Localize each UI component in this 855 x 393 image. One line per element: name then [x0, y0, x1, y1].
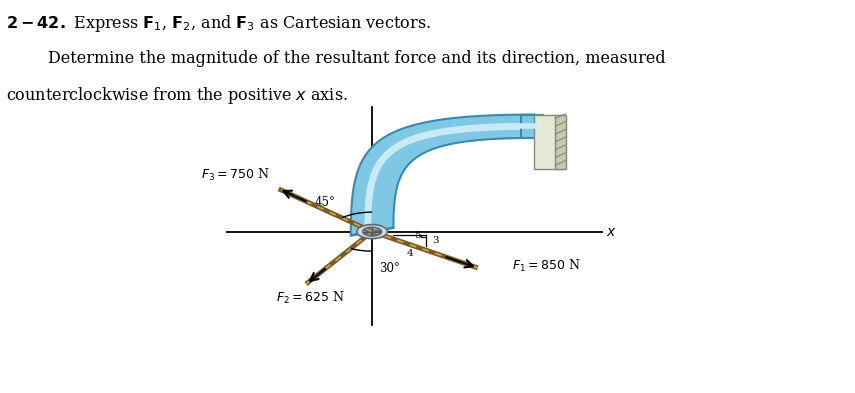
Text: $F_1 = 850$ N: $F_1 = 850$ N [512, 258, 581, 274]
Text: 3: 3 [432, 236, 439, 245]
Bar [534, 114, 563, 169]
Bar [522, 114, 543, 138]
Text: counterclockwise from the positive $x$ axis.: counterclockwise from the positive $x$ a… [6, 85, 347, 106]
Text: Determine the magnitude of the resultant force and its direction, measured: Determine the magnitude of the resultant… [48, 50, 666, 67]
Text: 45°: 45° [315, 196, 336, 209]
Text: $F_3 = 750$ N: $F_3 = 750$ N [202, 167, 270, 183]
Text: 4: 4 [406, 249, 413, 258]
Bar [556, 114, 565, 169]
Polygon shape [351, 114, 534, 235]
Text: $F_2 = 625$ N: $F_2 = 625$ N [276, 290, 345, 306]
Text: $x$: $x$ [606, 225, 617, 239]
Text: $\mathbf{2-42.}$ Express $\mathbf{F}_1$, $\mathbf{F}_2$, and $\mathbf{F}_3$ as C: $\mathbf{2-42.}$ Express $\mathbf{F}_1$,… [6, 13, 431, 34]
Text: 5: 5 [414, 231, 421, 240]
Text: 30°: 30° [379, 262, 400, 275]
